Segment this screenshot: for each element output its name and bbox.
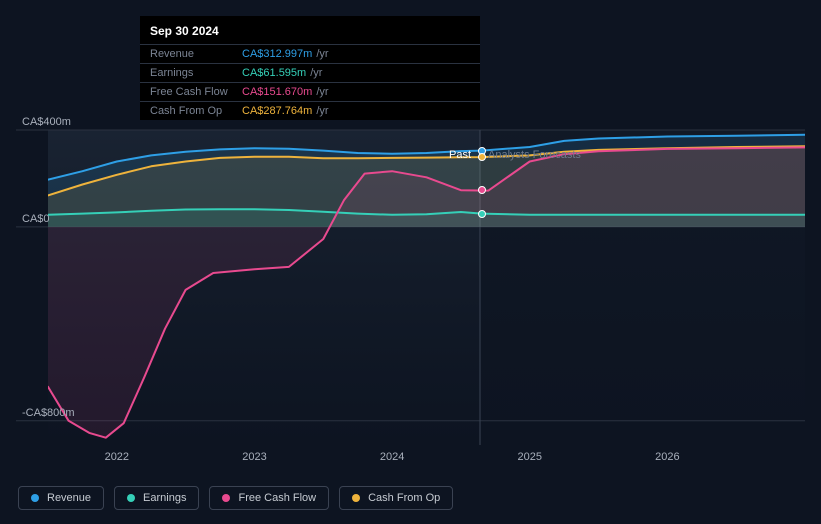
legend-dot-icon <box>127 494 135 502</box>
legend-label: Earnings <box>143 492 186 504</box>
legend-dot-icon <box>222 494 230 502</box>
chart-tooltip: Sep 30 2024 RevenueCA$312.997m/yrEarning… <box>140 16 480 120</box>
tooltip-metric-value: CA$287.764m <box>242 105 312 117</box>
tooltip-date: Sep 30 2024 <box>140 16 480 44</box>
tooltip-metric-suffix: /yr <box>316 48 328 60</box>
period-label-past: Past <box>449 149 471 161</box>
tooltip-metric-label: Earnings <box>150 67 242 79</box>
legend-dot-icon <box>31 494 39 502</box>
tooltip-metric-label: Revenue <box>150 48 242 60</box>
tooltip-row: EarningsCA$61.595m/yr <box>140 63 480 82</box>
tooltip-metric-label: Cash From Op <box>150 105 242 117</box>
tooltip-metric-suffix: /yr <box>316 86 328 98</box>
tooltip-row: RevenueCA$312.997m/yr <box>140 44 480 63</box>
tooltip-row: Free Cash FlowCA$151.670m/yr <box>140 82 480 101</box>
legend-label: Cash From Op <box>368 492 440 504</box>
tooltip-metric-value: CA$312.997m <box>242 48 312 60</box>
tooltip-metric-suffix: /yr <box>316 105 328 117</box>
marker-cfo <box>478 153 486 161</box>
tooltip-metric-label: Free Cash Flow <box>150 86 242 98</box>
legend-item-cfo[interactable]: Cash From Op <box>339 486 453 510</box>
legend-label: Revenue <box>47 492 91 504</box>
tooltip-metric-value: CA$151.670m <box>242 86 312 98</box>
x-axis-label: 2024 <box>380 451 404 463</box>
chart-legend: Revenue Earnings Free Cash Flow Cash From O… <box>18 486 453 510</box>
x-axis-label: 2022 <box>105 451 129 463</box>
legend-item-earnings[interactable]: Earnings <box>114 486 199 510</box>
y-axis-label: CA$400m <box>22 116 71 128</box>
marker-earnings <box>478 210 486 218</box>
marker-fcf <box>478 186 486 194</box>
y-axis-label: -CA$800m <box>22 407 75 419</box>
period-label-forecast: Analysts Forecasts <box>488 149 581 161</box>
tooltip-metric-suffix: /yr <box>310 67 322 79</box>
legend-item-revenue[interactable]: Revenue <box>18 486 104 510</box>
legend-item-fcf[interactable]: Free Cash Flow <box>209 486 329 510</box>
x-axis-label: 2026 <box>655 451 679 463</box>
y-axis-label: CA$0 <box>22 213 50 225</box>
legend-dot-icon <box>352 494 360 502</box>
x-axis-label: 2025 <box>517 451 541 463</box>
legend-label: Free Cash Flow <box>238 492 316 504</box>
tooltip-row: Cash From OpCA$287.764m/yr <box>140 101 480 120</box>
tooltip-metric-value: CA$61.595m <box>242 67 306 79</box>
x-axis-label: 2023 <box>242 451 266 463</box>
